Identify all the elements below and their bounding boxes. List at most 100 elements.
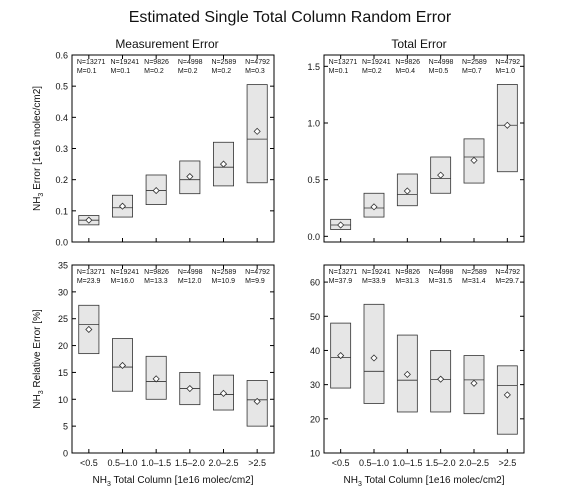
count-label: N=4792 (245, 59, 270, 66)
panel-measurement-error: Measurement Error 0.0 0.1 0.2 0.3 0.4 0.5 0.6 N… (32, 37, 275, 248)
x-axis-label-rest: Total Column [1e16 molec/cm2] (111, 475, 254, 486)
count-label: N=4998 (178, 269, 203, 276)
x-axis-label-sub: 3 (107, 481, 111, 488)
x-tick-label: 2.0–2.5 (459, 458, 489, 468)
x-tick-label: 0.5–1.0 (359, 458, 389, 468)
y-tick-label: 0 (63, 449, 68, 459)
x-axis-label-main: NH (343, 475, 357, 486)
x-axis-label-main: NH (92, 475, 106, 486)
median-label: M=0.1 (77, 68, 97, 75)
count-label: N=2589 (462, 59, 487, 66)
median-label: M=16.0 (111, 278, 135, 285)
mean-marker (85, 325, 93, 334)
median-label: M=9.9 (245, 278, 265, 285)
median-label: M=13.3 (144, 278, 168, 285)
y-tick-label: 50 (310, 312, 320, 322)
y-axis-label-sub: 3 (38, 193, 45, 197)
x-tick-label: >2.5 (248, 458, 266, 468)
y-tick-label: 10 (310, 449, 320, 459)
median-label: M=31.5 (429, 278, 453, 285)
count-label: N=9826 (144, 59, 169, 66)
median-label: M=0.2 (178, 68, 198, 75)
count-label: N=2589 (212, 269, 237, 276)
count-label: N=4792 (495, 269, 520, 276)
mean-marker (337, 221, 345, 229)
y-axis-label-main: NH (32, 394, 43, 408)
count-label: N=4792 (495, 59, 520, 66)
count-label: N=9826 (395, 59, 420, 66)
y-tick-label: 0.0 (55, 238, 68, 248)
y-tick-label: 15 (58, 368, 68, 378)
plot-frame (323, 264, 525, 454)
mean-marker (118, 361, 127, 370)
x-tick-label: 0.5–1.0 (107, 458, 137, 468)
median-label: M=33.9 (362, 278, 386, 285)
x-tick-label: 1.0–1.5 (141, 458, 171, 468)
y-tick-label: 5 (63, 422, 68, 432)
panel-total-error: Total Error 0.0 0.5 1.0 1.5 N=13271 M=0.1 N=19… (307, 37, 525, 243)
count-label: N=19241 (362, 269, 391, 276)
x-axis-label: NH3 Total Column [1e16 molec/cm2] (92, 475, 253, 488)
mean-marker (403, 370, 411, 378)
count-label: N=13271 (329, 59, 358, 66)
mean-marker (337, 352, 345, 360)
y-tick-label: 0.6 (55, 51, 68, 61)
panel-total-relative-error: 10 20 30 40 50 60 N=13271 M=37.9 <0.5 N=19241 M=33… (310, 264, 525, 488)
y-tick-label: 35 (58, 261, 68, 271)
y-axis-label-main: NH (32, 197, 43, 211)
x-tick-label: 1.0–1.5 (392, 458, 422, 468)
y-axis-label-rest: Relative Error [%] (32, 309, 43, 390)
count-label: N=19241 (111, 269, 140, 276)
y-tick-label: 30 (58, 287, 68, 297)
mean-marker (370, 354, 378, 362)
y-tick-label: 0.0 (307, 232, 320, 242)
count-label: N=9826 (144, 269, 169, 276)
y-tick-label: 30 (310, 380, 320, 390)
mean-marker (152, 187, 160, 195)
y-tick-label: 0.5 (307, 175, 320, 185)
median-label: M=31.4 (462, 278, 486, 285)
mean-marker (437, 375, 445, 383)
x-tick-label: <0.5 (332, 458, 350, 468)
median-label: M=1.0 (495, 68, 515, 75)
count-label: N=19241 (111, 59, 140, 66)
box (363, 303, 385, 404)
mean-marker (437, 171, 445, 179)
median-label: M=0.4 (395, 68, 415, 75)
count-label: N=13271 (329, 269, 358, 276)
y-tick-label: 20 (58, 341, 68, 351)
median-label: M=23.9 (77, 278, 101, 285)
y-tick-label: 0.2 (55, 175, 68, 185)
y-tick-label: 10 (58, 395, 68, 405)
count-label: N=2589 (462, 269, 487, 276)
mean-marker (253, 397, 261, 405)
box (496, 365, 518, 435)
y-tick-label: 60 (310, 278, 320, 288)
count-label: N=9826 (395, 269, 420, 276)
median-label: M=10.9 (212, 278, 236, 285)
figure-title: Estimated Single Total Column Random Err… (129, 9, 452, 26)
mean-marker (186, 172, 194, 181)
mean-marker (219, 389, 228, 397)
mean-marker (253, 127, 261, 135)
x-tick-label: 1.5–2.0 (175, 458, 205, 468)
mean-marker (370, 203, 378, 211)
mean-marker (470, 156, 478, 164)
plot-frame (323, 54, 525, 243)
mean-marker (503, 121, 511, 129)
x-axis-label: NH3 Total Column [1e16 molec/cm2] (343, 475, 504, 488)
plot-frame (71, 54, 275, 243)
y-tick-label: 1.0 (307, 119, 320, 129)
median-label: M=0.2 (144, 68, 164, 75)
y-tick-label: 1.5 (307, 62, 320, 72)
median-label: M=0.2 (212, 68, 232, 75)
plot-frame (71, 264, 275, 454)
median-label: M=0.1 (111, 68, 131, 75)
x-tick-label: <0.5 (80, 458, 98, 468)
count-label: N=4998 (178, 59, 203, 66)
count-label: N=13271 (77, 269, 106, 276)
median-label: M=12.0 (178, 278, 202, 285)
median-label: M=37.9 (329, 278, 353, 285)
median-label: M=0.7 (462, 68, 482, 75)
y-tick-label: 40 (310, 346, 320, 356)
